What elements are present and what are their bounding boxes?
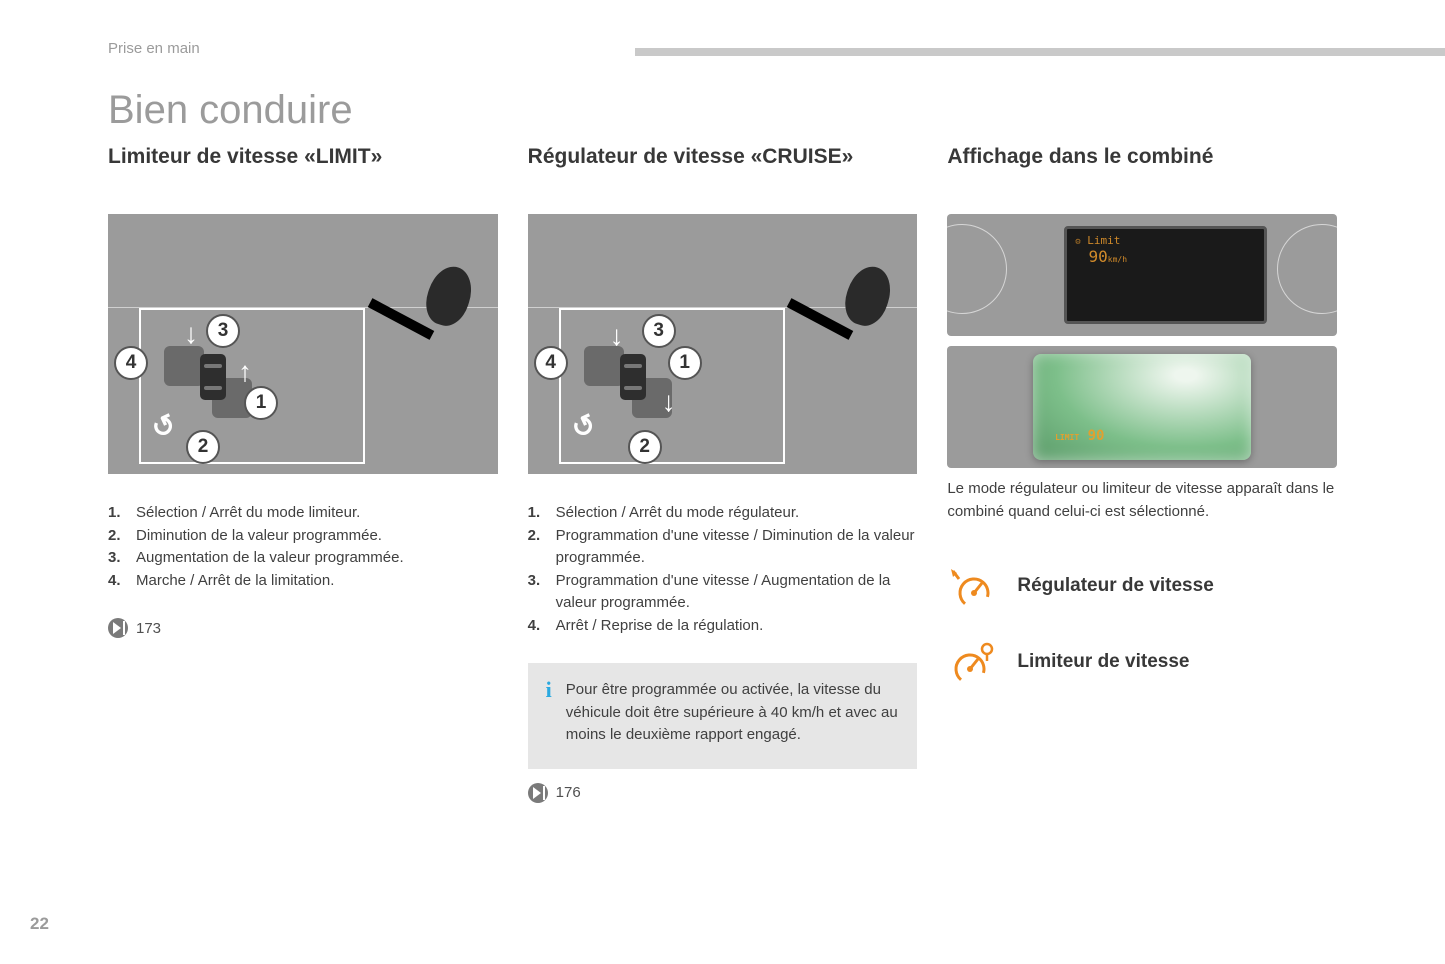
list-text: Arrêt / Reprise de la régulation. (556, 615, 764, 638)
goto-page-icon (108, 618, 128, 638)
control-rocker (620, 354, 646, 400)
callout-1: 1 (244, 386, 278, 420)
callout-3: 3 (206, 314, 240, 348)
cruise-diagram: 1 2 3 4 ↓ ↓ ↺ (528, 214, 918, 474)
cruise-info-box: i Pour être programmée ou activée, la vi… (528, 663, 918, 769)
list-item: 4.Marche / Arrêt de la limitation. (108, 570, 498, 593)
list-text: Augmentation de la valeur programmée. (136, 547, 404, 570)
list-item: 2.Diminution de la valeur programmée. (108, 525, 498, 548)
limit-diagram: 1 2 3 4 ↓ ↑ ↺ (108, 214, 498, 474)
list-item: 1.Sélection / Arrêt du mode limiteur. (108, 502, 498, 525)
limit-gauge-icon (947, 639, 997, 685)
callout-2: 2 (186, 430, 220, 464)
cluster-screen-text: ⚙ Limit 90km/h (1075, 235, 1127, 265)
cruise-title: Régulateur de vitesse «CRUISE» (528, 145, 918, 200)
cluster-display-diagram: ⚙ Limit 90km/h (947, 214, 1337, 336)
arrow-down-icon: ↓ (184, 318, 198, 350)
ref-number: 173 (136, 620, 161, 637)
display-body-text: Le mode régulateur ou limiteur de vitess… (947, 478, 1337, 523)
list-item: 3.Programmation d'une vitesse / Augmenta… (528, 570, 918, 615)
hud-label: LIMIT (1055, 433, 1079, 442)
header-rule (635, 48, 1445, 56)
hud-text: LIMIT 90 (1055, 428, 1104, 444)
arrow-up-icon: ↑ (238, 356, 252, 388)
callout-2: 2 (628, 430, 662, 464)
callout-4: 4 (534, 346, 568, 380)
control-rocker (200, 354, 226, 400)
info-icon: i (546, 679, 552, 747)
screen-value: 90 (1088, 247, 1107, 266)
list-item: 3.Augmentation de la valeur programmée. (108, 547, 498, 570)
limit-page-reference[interactable]: 173 (108, 618, 498, 638)
limit-list: 1.Sélection / Arrêt du mode limiteur. 2.… (108, 502, 498, 592)
section-breadcrumb: Prise en main (108, 40, 200, 57)
list-text: Sélection / Arrêt du mode régulateur. (556, 502, 799, 525)
cruise-gauge-icon (947, 563, 997, 609)
limit-icon-row: Limiteur de vitesse (947, 639, 1337, 685)
gauge-outline-icon (947, 224, 1007, 314)
arrow-down-icon: ↓ (662, 386, 676, 418)
column-display: Affichage dans le combiné ⚙ Limit 90km/h… (947, 145, 1337, 803)
callout-3: 3 (642, 314, 676, 348)
hud-display-diagram: LIMIT 90 (947, 346, 1337, 468)
hud-panel: LIMIT 90 (1033, 354, 1251, 460)
list-text: Diminution de la valeur programmée. (136, 525, 382, 548)
screen-unit: km/h (1108, 255, 1127, 264)
limit-title: Limiteur de vitesse «LIMIT» (108, 145, 498, 200)
list-item: 1.Sélection / Arrêt du mode régulateur. (528, 502, 918, 525)
display-title: Affichage dans le combiné (947, 145, 1337, 200)
gauge-outline-icon (1277, 224, 1337, 314)
list-item: 4.Arrêt / Reprise de la régulation. (528, 615, 918, 638)
cluster-screen: ⚙ Limit 90km/h (1064, 226, 1267, 324)
page-title: Bien conduire (108, 88, 353, 133)
ref-number: 176 (556, 784, 581, 801)
cruise-page-reference[interactable]: 176 (528, 783, 918, 803)
cruise-list: 1.Sélection / Arrêt du mode régulateur. … (528, 502, 918, 637)
list-text: Programmation d'une vitesse / Diminution… (556, 525, 918, 570)
control-pad (584, 346, 624, 386)
cruise-icon-row: Régulateur de vitesse (947, 563, 1337, 609)
callout-4: 4 (114, 346, 148, 380)
list-item: 2.Programmation d'une vitesse / Diminuti… (528, 525, 918, 570)
column-limit: Limiteur de vitesse «LIMIT» 1 2 3 4 ↓ ↑ … (108, 145, 498, 803)
control-pad (164, 346, 204, 386)
screen-label: Limit (1087, 234, 1120, 247)
goto-page-icon (528, 783, 548, 803)
callout-1: 1 (668, 346, 702, 380)
list-text: Sélection / Arrêt du mode limiteur. (136, 502, 360, 525)
content-columns: Limiteur de vitesse «LIMIT» 1 2 3 4 ↓ ↑ … (108, 145, 1337, 803)
list-text: Programmation d'une vitesse / Augmentati… (556, 570, 918, 615)
info-text: Pour être programmée ou activée, la vite… (566, 679, 900, 747)
list-text: Marche / Arrêt de la limitation. (136, 570, 334, 593)
page-number: 22 (30, 914, 49, 934)
column-cruise: Régulateur de vitesse «CRUISE» 1 2 3 4 ↓… (528, 145, 918, 803)
hud-value: 90 (1088, 428, 1105, 444)
arrow-down-icon: ↓ (610, 320, 624, 352)
limit-icon-label: Limiteur de vitesse (1017, 651, 1189, 673)
cruise-icon-label: Régulateur de vitesse (1017, 575, 1213, 597)
